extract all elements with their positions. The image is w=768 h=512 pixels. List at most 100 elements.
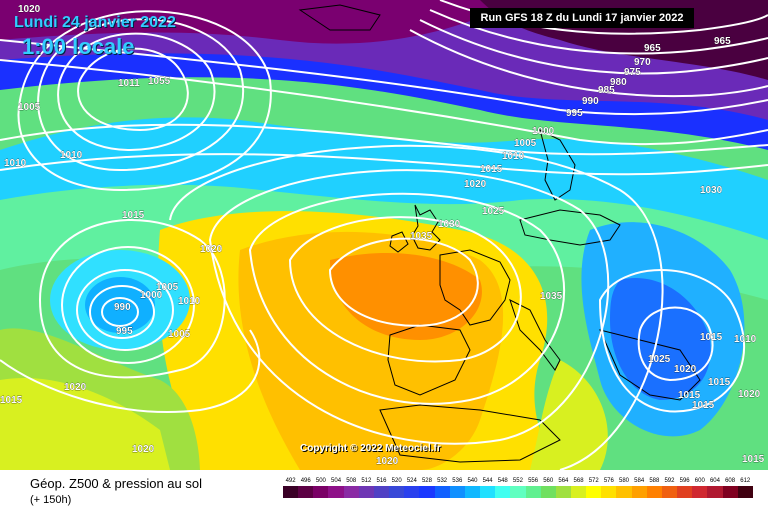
pressure-label: 1005 [168,329,191,340]
scale-swatch [570,486,587,498]
isobar-low-1010 [38,219,226,379]
pressure-label: 985 [598,85,615,96]
pressure-label: 990 [582,96,599,107]
scale-swatch [661,486,678,498]
isobar-low-995 [89,285,155,339]
scale-bar [283,486,753,498]
pressure-label: 1010 [734,334,757,345]
scale-label: 524 [406,478,417,484]
isobar-995 [0,39,768,116]
scale-label: 564 [558,478,569,484]
pressure-label: 1020 [464,179,487,190]
scale-swatch [434,486,450,498]
legend-subtitle: (+ 150h) [30,494,72,506]
coast-iceland [298,4,381,31]
weather-map: 1020 1005 1010 1010 1055 1011 1015 1020 … [0,0,768,470]
isobar-1000 [0,59,768,146]
scale-swatch [449,486,465,498]
scale-label: 532 [437,478,448,484]
pressure-labels: 1020 1005 1010 1010 1055 1011 1015 1020 … [0,4,765,467]
pressure-label: 1030 [438,219,461,230]
isobar-1015-east [598,269,746,413]
pressure-label: 1025 [648,354,671,365]
isobar-1010 [0,153,768,176]
copyright-text: Copyright © 2022 Meteociel.fr [300,443,441,454]
scale-swatch [510,486,526,498]
scale-label: 604 [709,478,720,484]
pressure-label: 1000 [140,290,163,301]
scale-label: 500 [315,478,326,484]
scale-swatch [404,486,420,498]
scale-label: 580 [619,478,630,484]
pressure-label: 1055 [148,76,171,87]
pressure-label: 1020 [674,364,697,375]
scale-swatch [373,486,390,498]
isobar-high-1025 [248,192,565,405]
isobar-low-990 [101,297,139,327]
pressure-label: 980 [610,77,627,88]
scale-swatch [283,486,299,498]
isobar-high-1030 [288,216,522,363]
legend-title: Géop. Z500 & pression au sol [30,476,202,491]
scale-swatch [555,486,571,498]
pressure-label: 975 [624,67,641,78]
scale-labels: 492 496 500 504 508 512 516 520 524 528 532 536 540 5… [283,478,753,484]
scale-label: 520 [391,478,402,484]
pressure-label: 1035 [410,231,433,242]
pressure-label: 1015 [0,395,23,406]
pressure-label: 990 [114,302,131,313]
scale-label: 600 [694,478,705,484]
pressure-label: 1020 [18,4,41,15]
isobar-990 [409,29,768,98]
isobar-high-1035 [328,237,479,327]
pressure-label: 1020 [200,244,223,255]
isobar-high-greenland-3 [37,18,244,172]
isobar-980 [419,19,768,75]
scale-label: 548 [497,478,508,484]
isobar-high-1015 [169,144,664,470]
scale-label: 496 [300,478,311,484]
scale-swatch [616,486,632,498]
scale-label: 612 [740,478,751,484]
coast-north-africa [379,404,561,463]
scale-swatch [328,486,344,498]
coast-france [439,249,511,326]
pressure-label: 1005 [156,282,179,293]
scale-label: 536 [452,478,463,484]
pressure-label: 1000 [532,126,555,137]
scale-label: 492 [285,478,296,484]
scale-swatch [419,486,435,498]
pressure-label: 1015 [742,454,765,465]
scale-swatch [389,486,405,498]
scale-swatch [343,486,359,498]
scale-label: 516 [376,478,387,484]
yellow-south [530,360,608,470]
scale-label: 592 [664,478,675,484]
coast-ireland [389,231,409,253]
coast-central-europe [519,209,621,246]
coastlines [298,4,701,463]
pressure-label: 995 [116,326,133,337]
scale-label: 576 [603,478,614,484]
pressure-label: 995 [566,108,583,119]
coast-iberia [387,324,471,396]
scale-label: 512 [361,478,372,484]
scale-swatch [525,486,541,498]
isobar-1015-sw [0,329,261,413]
scale-swatch [540,486,556,498]
pressure-label: 1020 [738,389,761,400]
pressure-label: 1005 [18,102,41,113]
scale-label: 504 [331,478,342,484]
isobar-high-1020 [208,169,610,445]
pressure-label: 1011 [118,78,140,89]
scale-label: 552 [512,478,523,484]
isobars [0,0,768,470]
isobar-high-greenland-2 [57,32,216,152]
scale-label: 596 [679,478,690,484]
scale-label: 608 [725,478,736,484]
scale-label: 540 [467,478,478,484]
scale-swatch [601,486,617,498]
scale-swatch [646,486,662,498]
pressure-label: 1015 [480,164,503,175]
pressure-label: 1010 [178,296,201,307]
